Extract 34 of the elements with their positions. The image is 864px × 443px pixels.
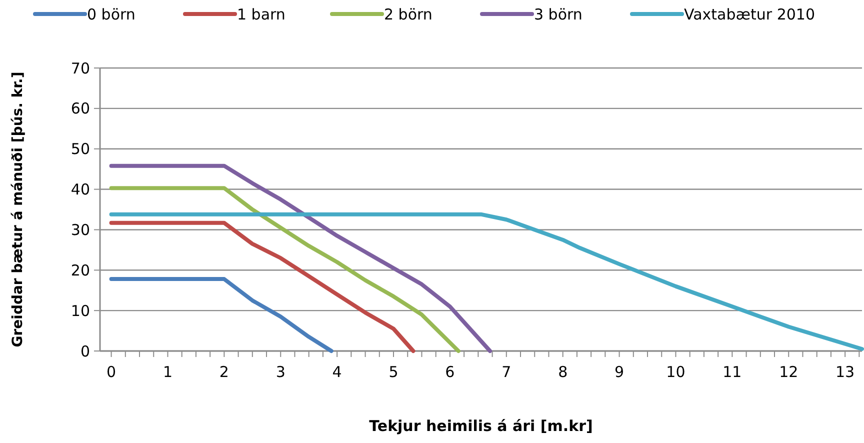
line-series bbox=[109, 164, 492, 353]
legend-label: 1 barn bbox=[237, 5, 286, 24]
x-tick-label: 6 bbox=[445, 363, 455, 381]
y-tick-label: 70 bbox=[70, 59, 90, 78]
x-tick-label: 0 bbox=[106, 363, 116, 381]
y-tick-label: 20 bbox=[70, 261, 90, 280]
x-tick-label: 13 bbox=[836, 363, 855, 381]
x-axis-title: Tekjur heimilis á ári [m.kr] bbox=[369, 417, 593, 435]
x-tick-label: 2 bbox=[219, 363, 229, 381]
x-tick-label: 11 bbox=[722, 363, 742, 381]
legend-label: 0 börn bbox=[87, 5, 136, 24]
x-tick-label: 5 bbox=[388, 363, 398, 381]
line-series bbox=[109, 277, 334, 353]
x-tick-label: 3 bbox=[276, 363, 286, 381]
x-tick-label: 4 bbox=[332, 363, 342, 381]
y-axis-title: Greiddar bætur á mánuði [þús. kr.] bbox=[10, 72, 26, 348]
line-series bbox=[109, 186, 460, 353]
x-tick-label: 12 bbox=[779, 363, 798, 381]
line-series bbox=[109, 212, 864, 351]
x-tick-label: 9 bbox=[614, 363, 624, 381]
legend-label: Vaxtabætur 2010 bbox=[684, 5, 815, 24]
legend-label: 2 börn bbox=[384, 5, 432, 24]
x-tick-label: 1 bbox=[162, 363, 173, 381]
line-series bbox=[109, 220, 416, 353]
x-tick-label: 8 bbox=[558, 363, 568, 381]
y-tick-label: 60 bbox=[70, 100, 90, 118]
y-tick-label: 10 bbox=[70, 302, 90, 320]
legend-label: 3 börn bbox=[534, 5, 582, 24]
x-tick-label: 10 bbox=[666, 363, 686, 381]
y-tick-label: 0 bbox=[80, 342, 90, 360]
y-tick-label: 50 bbox=[70, 140, 90, 158]
x-tick-label: 7 bbox=[502, 363, 512, 381]
y-tick-label: 30 bbox=[70, 220, 90, 239]
y-tick-label: 40 bbox=[70, 180, 90, 199]
